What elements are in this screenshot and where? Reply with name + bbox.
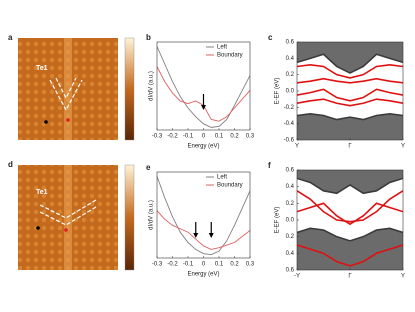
- y-tick-label: -0.2: [284, 105, 295, 111]
- band-region: [297, 170, 403, 194]
- x-tick-label: -0.1: [183, 262, 194, 268]
- stm-image-a: [18, 37, 135, 141]
- y-axis-label: E-EF (eV): [275, 78, 281, 105]
- y-axis-label: E-EF (eV): [275, 207, 281, 234]
- y-tick-label: 0.2: [286, 201, 295, 207]
- band-line: [297, 190, 403, 223]
- panel-label: d: [8, 160, 13, 169]
- y-tick-label: 0.4: [286, 56, 295, 62]
- band-line: [297, 177, 403, 195]
- x-axis-label: Energy (eV): [187, 144, 219, 150]
- x-tick-label: Y: [401, 144, 405, 150]
- x-axis-label: Energy (eV): [187, 272, 219, 278]
- arrow-head: [201, 105, 206, 110]
- x-tick-label: 0.3: [246, 262, 255, 268]
- band-line: [297, 202, 403, 226]
- y-axis-label: dI/dV (a.u.): [149, 71, 155, 101]
- x-tick-label: -0.3: [152, 134, 163, 140]
- x-tick-label: 0: [202, 134, 206, 140]
- data-line: [157, 46, 250, 128]
- panel-label: a: [8, 33, 13, 42]
- y-tick-label: 0.6: [286, 268, 295, 274]
- legend-label: Left: [217, 175, 227, 181]
- y-tick-label: -0.4: [284, 121, 295, 127]
- band-region: [297, 228, 403, 270]
- x-tick-label: 0.1: [215, 134, 224, 140]
- legend-label: Boundary: [217, 53, 243, 59]
- x-tick-label: Γ: [348, 274, 352, 280]
- legend-label: Boundary: [217, 183, 243, 189]
- panel-label: b: [146, 33, 151, 42]
- y-tick-label: 0.2: [286, 72, 295, 78]
- band-line: [297, 77, 403, 84]
- stm-image-d: [18, 164, 135, 271]
- arrow-head: [208, 233, 214, 238]
- x-tick-label: -0.1: [183, 134, 194, 140]
- x-tick-label: -0.2: [167, 262, 178, 268]
- band-region: [297, 42, 403, 74]
- y-tick-label: 0.0: [286, 89, 295, 95]
- band-line: [297, 227, 403, 242]
- x-tick-label: 0.2: [230, 262, 239, 268]
- x-tick-label: Y: [401, 274, 405, 280]
- x-tick-label: 0.3: [246, 134, 255, 140]
- image-annotation: Te1: [36, 65, 48, 72]
- band-line: [297, 64, 403, 79]
- y-tick-label: 0.4: [286, 251, 295, 257]
- band-line: [297, 244, 403, 267]
- band-line: [297, 113, 403, 121]
- y-tick-label: 0.4: [286, 184, 295, 190]
- x-tick-label: Γ: [348, 144, 352, 150]
- data-line: [157, 176, 250, 256]
- y-tick-label: 0.2: [286, 234, 295, 240]
- panel-label: e: [146, 163, 151, 172]
- data-line: [157, 210, 250, 250]
- panel-label: c: [268, 33, 273, 42]
- x-tick-label: -0.3: [152, 262, 163, 268]
- band-line: [297, 98, 403, 107]
- arrow-head: [193, 233, 199, 238]
- panel-label: f: [268, 161, 271, 170]
- image-annotation: Te1: [36, 189, 48, 196]
- y-tick-label: 0.6: [286, 168, 295, 174]
- y-tick-label: 0.0: [286, 218, 295, 224]
- x-tick-label: -0.2: [167, 134, 178, 140]
- band-line: [297, 88, 403, 102]
- x-tick-label: -Y: [294, 274, 300, 280]
- x-tick-label: Y: [295, 144, 299, 150]
- band-line: [297, 53, 403, 74]
- y-tick-label: -0.6: [284, 138, 295, 144]
- x-tick-label: 0.2: [230, 134, 239, 140]
- y-axis-label: dI/dV (a.u.): [149, 200, 155, 230]
- legend-label: Left: [217, 45, 227, 51]
- y-tick-label: 0.6: [286, 40, 295, 46]
- x-tick-label: 0: [202, 262, 206, 268]
- band-region: [297, 113, 403, 140]
- data-line: [157, 66, 250, 122]
- x-tick-label: 0.1: [215, 262, 224, 268]
